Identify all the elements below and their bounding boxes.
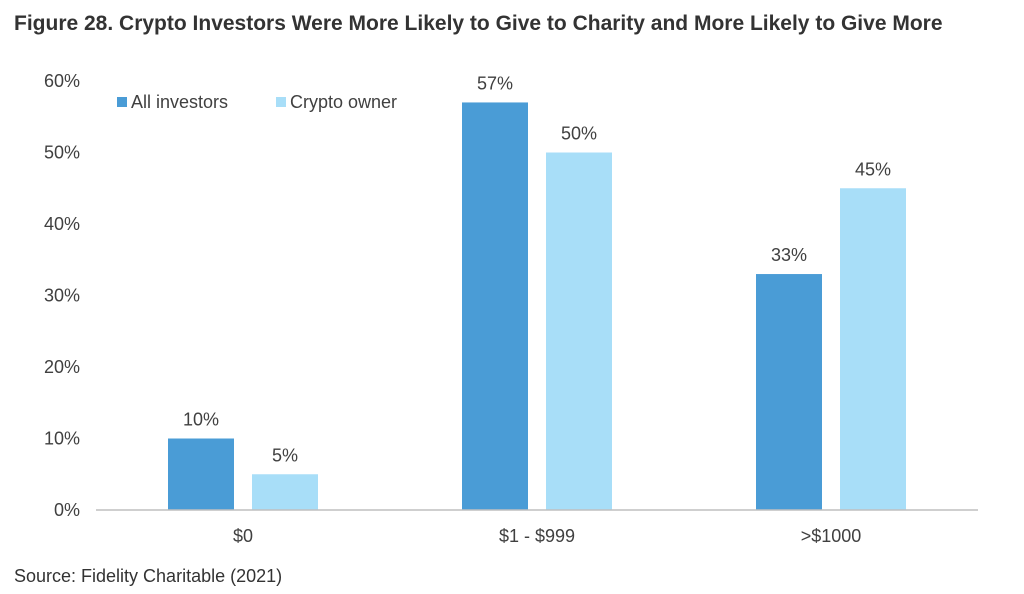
legend-label: Crypto owner [290,92,397,112]
data-label: 33% [771,245,807,265]
x-tick-label: >$1000 [801,526,862,546]
bar-all-investors [756,274,822,510]
source-note: Source: Fidelity Charitable (2021) [14,566,283,586]
chart-title: Figure 28. Crypto Investors Were More Li… [14,12,943,35]
y-tick-label: 0% [54,500,80,520]
legend-swatch [117,97,127,107]
x-axis: $0 $1 - $999 >$1000 [233,526,861,546]
bar-crypto-owner [252,474,318,510]
bar-crypto-owner [840,188,906,510]
y-tick-label: 40% [44,214,80,234]
data-label: 45% [855,159,891,179]
bar-all-investors [462,102,528,510]
data-label: 5% [272,445,298,465]
data-label: 57% [477,73,513,93]
y-tick-label: 30% [44,286,80,306]
bars [168,102,906,510]
legend: All investors Crypto owner [117,92,397,112]
data-label: 10% [183,410,219,430]
bar-crypto-owner [546,152,612,510]
x-tick-label: $1 - $999 [499,526,575,546]
legend-swatch [276,97,286,107]
y-tick-label: 10% [44,429,80,449]
y-tick-label: 20% [44,357,80,377]
data-labels: 10% 5% 57% 50% 33% 45% [183,73,891,465]
y-tick-label: 60% [44,71,80,91]
y-tick-label: 50% [44,143,80,163]
legend-label: All investors [131,92,228,112]
bar-all-investors [168,438,234,510]
x-tick-label: $0 [233,526,253,546]
data-label: 50% [561,124,597,144]
y-axis: 0% 10% 20% 30% 40% 50% 60% [44,71,80,520]
